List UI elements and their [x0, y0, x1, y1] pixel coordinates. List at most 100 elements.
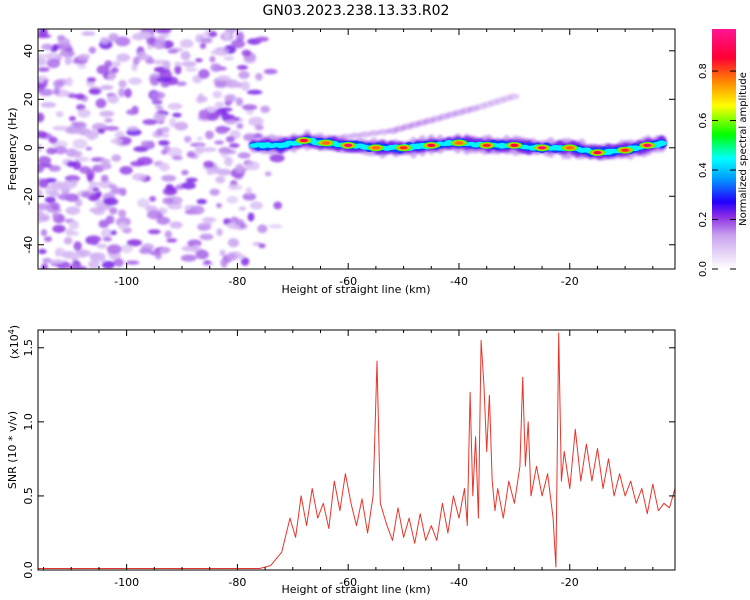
- noise-blob: [64, 55, 72, 66]
- noise-blob: [219, 249, 226, 257]
- noise-blob: [96, 64, 110, 75]
- noise-blob: [263, 68, 278, 75]
- noise-blob: [255, 73, 263, 81]
- noise-blob: [100, 162, 112, 170]
- noise-blob: [179, 39, 194, 49]
- noise-blob: [46, 58, 61, 69]
- noise-blob: [162, 187, 178, 196]
- colorbar-gradient: [712, 29, 736, 269]
- noise-blob: [85, 146, 93, 151]
- noise-blob: [200, 37, 213, 44]
- noise-blob: [167, 202, 183, 210]
- noise-blob: [106, 244, 122, 254]
- noise-blob: [214, 80, 228, 89]
- noise-blob: [77, 63, 87, 69]
- noise-blob: [69, 220, 77, 227]
- noise-blob: [198, 109, 210, 120]
- noise-blob: [215, 175, 226, 184]
- colorbar-ticks: 0.0 0.2 0.4 0.6 0.8: [698, 63, 736, 277]
- noise-blob: [98, 257, 107, 263]
- snr-frame: [37, 329, 676, 571]
- noise-blob: [161, 174, 177, 182]
- noise-blob: [258, 243, 266, 249]
- noise-blob: [67, 253, 82, 260]
- noise-blob: [132, 56, 140, 66]
- noise-blob: [210, 63, 222, 72]
- noise-blob: [209, 56, 216, 63]
- noise-blob: [131, 173, 146, 181]
- noise-blob: [199, 233, 214, 241]
- noise-blob: [161, 133, 170, 138]
- noise-blob: [86, 77, 97, 83]
- noise-blob: [169, 117, 177, 128]
- noise-blob: [137, 198, 150, 208]
- noise-blob: [133, 146, 149, 153]
- noise-blob: [67, 52, 74, 58]
- noise-blob: [110, 138, 124, 144]
- noise-blob: [97, 128, 106, 134]
- noise-blob: [231, 39, 246, 49]
- noise-blob: [146, 210, 163, 220]
- colorbar-tick-label: 0.0: [698, 261, 709, 277]
- noise-blob: [92, 187, 100, 192]
- noise-blob: [108, 33, 119, 42]
- noise-blob: [181, 245, 195, 252]
- noise-blob: [41, 43, 54, 51]
- noise-blob: [101, 228, 113, 239]
- spectrogram-y-ticks: -40 -20 0 20 40: [22, 44, 675, 254]
- noise-blob: [72, 160, 82, 170]
- noise-blob: [240, 257, 250, 266]
- noise-blob: [118, 222, 128, 231]
- snr-x-tick-label: -20: [561, 576, 579, 589]
- noise-blob: [115, 36, 131, 47]
- noise-blob: [163, 60, 171, 70]
- noise-blob: [52, 212, 59, 219]
- noise-blob: [70, 128, 85, 134]
- snr-y-tick-label: 0.5: [22, 487, 35, 505]
- noise-blob: [273, 201, 283, 210]
- noise-blob: [64, 174, 81, 182]
- noise-blob: [224, 119, 237, 125]
- noise-blob: [38, 203, 50, 211]
- noise-blob: [99, 110, 115, 117]
- ridge: [249, 129, 667, 161]
- spectrogram-y-tick-label: -20: [22, 187, 35, 205]
- noise-blob: [108, 184, 118, 189]
- noise-blob: [180, 254, 197, 262]
- noise-blob: [110, 187, 127, 195]
- noise-blob: [164, 230, 173, 239]
- noise-blob: [226, 253, 238, 261]
- noise-blob: [118, 79, 127, 88]
- noise-blob: [244, 161, 260, 171]
- noise-blob: [214, 101, 225, 108]
- noise-blob: [71, 231, 79, 236]
- noise-blob: [234, 163, 245, 174]
- noise-blob: [201, 147, 217, 153]
- noise-blob: [167, 102, 183, 110]
- noise-blob: [249, 201, 263, 210]
- noise-blob: [68, 116, 76, 122]
- noise-blob: [156, 77, 172, 83]
- noise-blob: [38, 76, 45, 84]
- spectrogram-panel: -100 -80 -60 -40 -20 -40 -20 0 20 40 Height of s…: [6, 28, 676, 296]
- noise-blob: [107, 95, 119, 104]
- faint-branch: [331, 93, 520, 142]
- noise-blob: [88, 46, 97, 54]
- noise-blob: [174, 121, 189, 131]
- noise-blob: [111, 154, 122, 162]
- noise-blob: [218, 107, 233, 112]
- noise-blob: [89, 207, 102, 213]
- spectrogram-x-tick-label: -100: [114, 275, 139, 288]
- ridge-blob: [656, 140, 667, 147]
- noise-blob: [149, 195, 157, 202]
- noise-blob: [120, 244, 133, 254]
- noise-blob: [90, 235, 100, 246]
- noise-blob: [100, 84, 114, 90]
- spectrogram-x-tick-label: -20: [561, 275, 579, 288]
- noise-blob: [77, 53, 91, 60]
- noise-blob: [254, 124, 264, 131]
- noise-blob: [88, 181, 99, 187]
- noise-blob: [140, 140, 150, 148]
- noise-blob: [38, 34, 52, 39]
- noise-blob: [38, 67, 50, 72]
